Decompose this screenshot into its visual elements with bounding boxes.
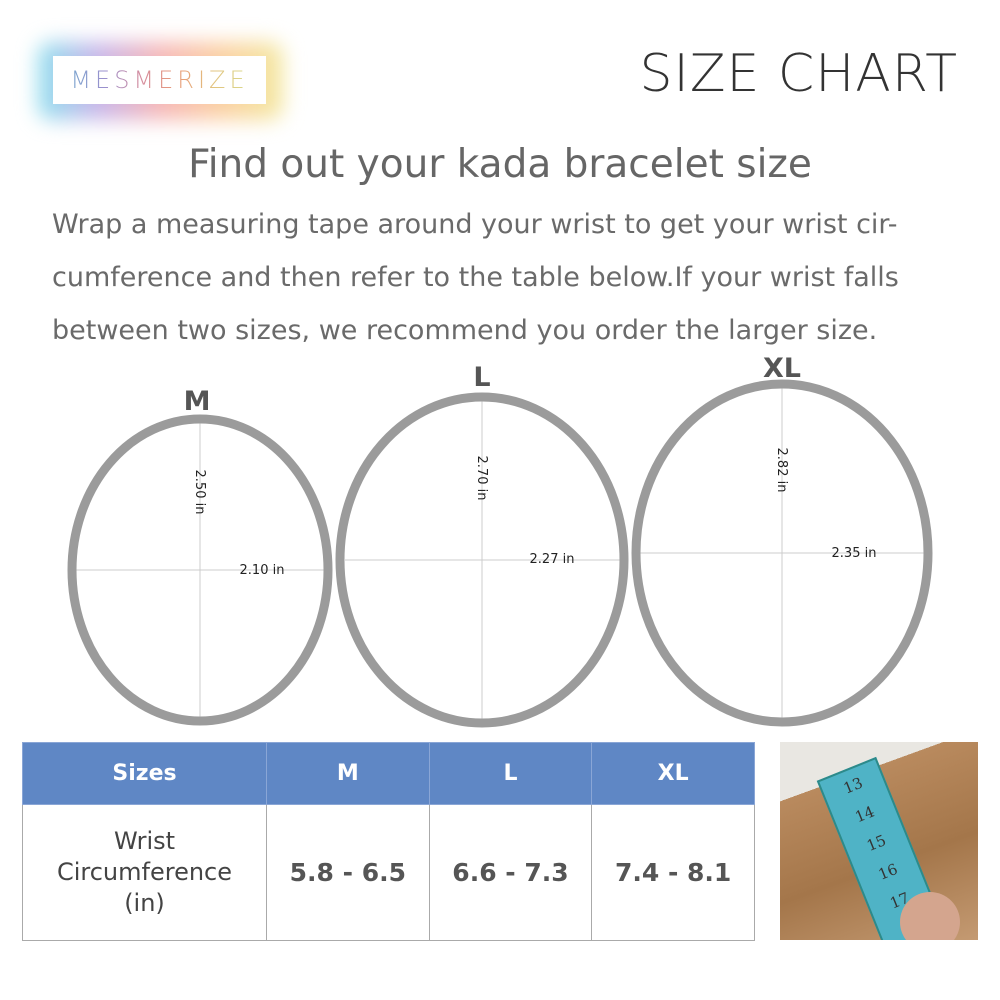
height-label: 2.82 in	[774, 448, 789, 493]
row-label-line: Wrist	[113, 827, 176, 855]
tape-number: 15	[863, 830, 889, 855]
row-label-line: Circumference	[56, 858, 233, 886]
header-l: L	[428, 742, 593, 805]
wrist-measuring-photo: 13 14 15 16 17 18	[780, 742, 978, 940]
logo-text: MESMERIZE	[70, 66, 249, 94]
table-header-row: Sizes M L XL	[22, 742, 755, 805]
ring-outline	[335, 392, 629, 728]
ring-diagrams: M 2.50 in 2.10 in L 2.70 in 2.27 in XL 2…	[67, 353, 933, 728]
size-label: M	[184, 386, 211, 417]
ring-outline	[67, 414, 333, 726]
tape-number: 16	[875, 859, 901, 884]
ring-l: L 2.70 in 2.27 in	[335, 362, 629, 728]
size-label: XL	[763, 353, 801, 384]
width-label: 2.27 in	[530, 552, 575, 567]
thumb	[900, 892, 960, 940]
size-label: L	[473, 362, 490, 393]
ring-xl: XL 2.82 in 2.35 in	[631, 353, 933, 727]
brand-logo: MESMERIZE	[53, 56, 266, 104]
row-label: Wrist Circumference (in)	[22, 804, 267, 941]
row-label-line: (in)	[124, 889, 165, 917]
value-xl: 7.4 - 8.1	[591, 804, 755, 941]
height-label: 2.50 in	[192, 470, 207, 515]
width-label: 2.35 in	[832, 546, 877, 561]
header-m: M	[266, 742, 430, 805]
value-l: 6.6 - 7.3	[428, 804, 593, 941]
tape-number: 14	[852, 801, 877, 826]
tape-number: 13	[840, 773, 866, 798]
value-m: 5.8 - 6.5	[266, 804, 430, 941]
width-label: 2.10 in	[240, 563, 285, 578]
description: Wrap a measuring tape around your wrist …	[52, 209, 899, 346]
size-table: Sizes M L XL Wrist Circumference (in) 5.…	[22, 742, 755, 941]
ring-m: M 2.50 in 2.10 in	[67, 386, 333, 726]
ring-outline	[631, 379, 933, 727]
header-xl: XL	[591, 742, 755, 805]
subtitle: Find out your kada bracelet size	[188, 142, 812, 187]
header-sizes: Sizes	[22, 742, 267, 805]
height-label: 2.70 in	[474, 456, 489, 501]
page-title: SIZE CHART	[639, 44, 958, 104]
table-row: Wrist Circumference (in) 5.8 - 6.5 6.6 -…	[22, 804, 755, 941]
